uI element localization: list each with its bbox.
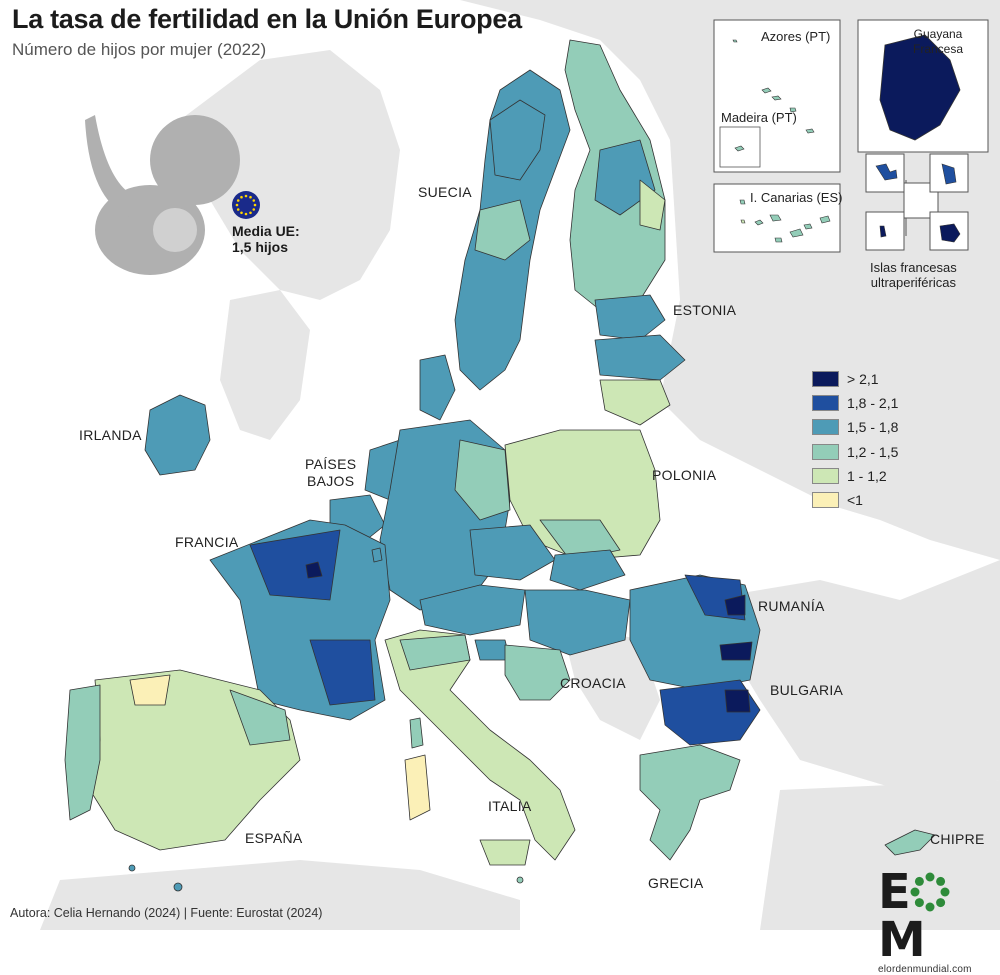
legend-item: 1,8 - 2,1 <box>812 391 898 415</box>
region-sicily <box>479 839 531 866</box>
eu-flag-icon <box>232 191 260 219</box>
region-czechia <box>469 524 556 581</box>
legend-swatch <box>812 395 839 412</box>
region-romania-se <box>719 641 753 661</box>
eu-mean-line1: Media UE: <box>232 223 300 239</box>
label-suecia: SUECIA <box>418 184 472 200</box>
region-bulgaria-e <box>724 689 751 713</box>
label-estonia: ESTONIA <box>673 302 737 318</box>
legend-label: > 2,1 <box>847 371 879 388</box>
region-luxembourg <box>371 547 383 563</box>
region-poland-s <box>539 519 621 561</box>
region-slovakia <box>549 549 626 591</box>
region-croatia <box>504 644 571 701</box>
source-credit: Autora: Celia Hernando (2024) | Fuente: … <box>10 906 323 920</box>
eu-mean-line2: 1,5 hijos <box>232 239 289 255</box>
logo-letter-m: M <box>878 912 926 968</box>
eom-logo: E M elordenmundial.com <box>878 868 990 975</box>
legend-item: 1 - 1,2 <box>812 464 898 488</box>
region-austria <box>419 584 526 636</box>
region-romania-e <box>724 594 746 616</box>
inset-islas-francesas <box>865 153 969 251</box>
inset-label-islas: Islas francesas ultraperiféricas <box>870 260 957 290</box>
inset-label-guayana-1: Guayana <box>913 27 963 41</box>
region-france-s <box>309 639 376 706</box>
region-corsica <box>409 717 424 749</box>
legend-label: 1,5 - 1,8 <box>847 419 899 436</box>
region-hungary <box>524 589 631 656</box>
label-grecia: GRECIA <box>648 875 704 891</box>
label-irlanda: IRLANDA <box>79 427 142 443</box>
inset-label-guayana: Guayana Francesa <box>913 27 963 57</box>
region-sweden-n <box>489 99 546 181</box>
inset-label-islas-2: ultraperiféricas <box>870 275 956 290</box>
legend-swatch <box>812 443 839 460</box>
legend-label: 1,2 - 1,5 <box>847 443 899 460</box>
region-italy-n <box>399 634 471 671</box>
inset-label-islas-1: Islas francesas <box>870 260 957 275</box>
region-latvia <box>594 334 686 381</box>
legend-item: 1,2 - 1,5 <box>812 440 898 464</box>
inset-label-guayana-2: Francesa <box>913 42 964 56</box>
region-malta <box>516 876 524 884</box>
map-legend: > 2,1 1,8 - 2,1 1,5 - 1,8 1,2 - 1,5 1 - … <box>812 367 898 512</box>
legend-item: <1 <box>812 488 898 512</box>
region-ceuta <box>128 864 136 872</box>
map-title: La tasa de fertilidad en la Unión Europe… <box>12 4 522 34</box>
region-poland <box>504 429 661 561</box>
label-espana: ESPAÑA <box>245 830 303 846</box>
inset-guayana <box>857 19 989 153</box>
region-france-n <box>249 529 341 601</box>
region-portugal <box>64 684 101 821</box>
inset-azores-madeira <box>713 19 841 173</box>
eu-fertility-map <box>40 0 1000 930</box>
region-spain-ne <box>229 689 291 746</box>
region-spain-n <box>129 674 171 706</box>
legend-swatch <box>812 419 839 436</box>
region-denmark <box>419 354 456 421</box>
legend-swatch <box>812 371 839 388</box>
logo-o-icon <box>910 872 950 912</box>
region-sardinia <box>404 754 431 821</box>
legend-swatch <box>812 467 839 484</box>
label-italia: ITALIA <box>488 798 532 814</box>
logo-wordmark: E M <box>878 868 990 964</box>
region-cyprus <box>884 829 936 856</box>
label-paises-bajos-2: BAJOS <box>306 473 355 489</box>
fetus-icon <box>85 115 240 275</box>
inset-canarias <box>713 183 841 253</box>
legend-label: 1 - 1,2 <box>847 467 887 484</box>
region-finland-e <box>639 179 666 231</box>
label-rumania: RUMANÍA <box>758 598 825 614</box>
region-greece <box>639 744 741 861</box>
eu-regions <box>64 39 936 892</box>
legend-label: <1 <box>847 492 863 509</box>
legend-item: 1,5 - 1,8 <box>812 415 898 439</box>
region-sweden-c <box>474 199 531 261</box>
label-francia: FRANCIA <box>175 534 239 550</box>
label-polonia: POLONIA <box>652 467 717 483</box>
region-melilla <box>173 882 183 892</box>
region-germany-e <box>454 439 511 521</box>
label-bulgaria: BULGARIA <box>770 682 844 698</box>
region-paris <box>305 561 323 579</box>
legend-swatch <box>812 492 839 509</box>
legend-item: > 2,1 <box>812 367 898 391</box>
map-subtitle: Número de hijos por mujer (2022) <box>12 40 267 59</box>
legend-label: 1,8 - 2,1 <box>847 395 899 412</box>
logo-letter-e: E <box>878 864 911 920</box>
inset-label-madeira: Madeira (PT) <box>721 110 797 125</box>
region-ireland <box>144 394 211 476</box>
inset-label-azores: Azores (PT) <box>761 29 831 44</box>
eu-mean-label: Media UE: 1,5 hijos <box>232 223 300 255</box>
label-croacia: CROACIA <box>560 675 626 691</box>
label-chipre: CHIPRE <box>930 831 985 847</box>
region-lithuania <box>599 379 671 426</box>
region-estonia <box>594 294 666 341</box>
label-paises-bajos: PAÍSES BAJOS <box>305 456 356 490</box>
inset-label-canarias: I. Canarias (ES) <box>750 190 843 205</box>
logo-url: elordenmundial.com <box>878 964 972 975</box>
label-paises-bajos-1: PAÍSES <box>305 456 357 472</box>
